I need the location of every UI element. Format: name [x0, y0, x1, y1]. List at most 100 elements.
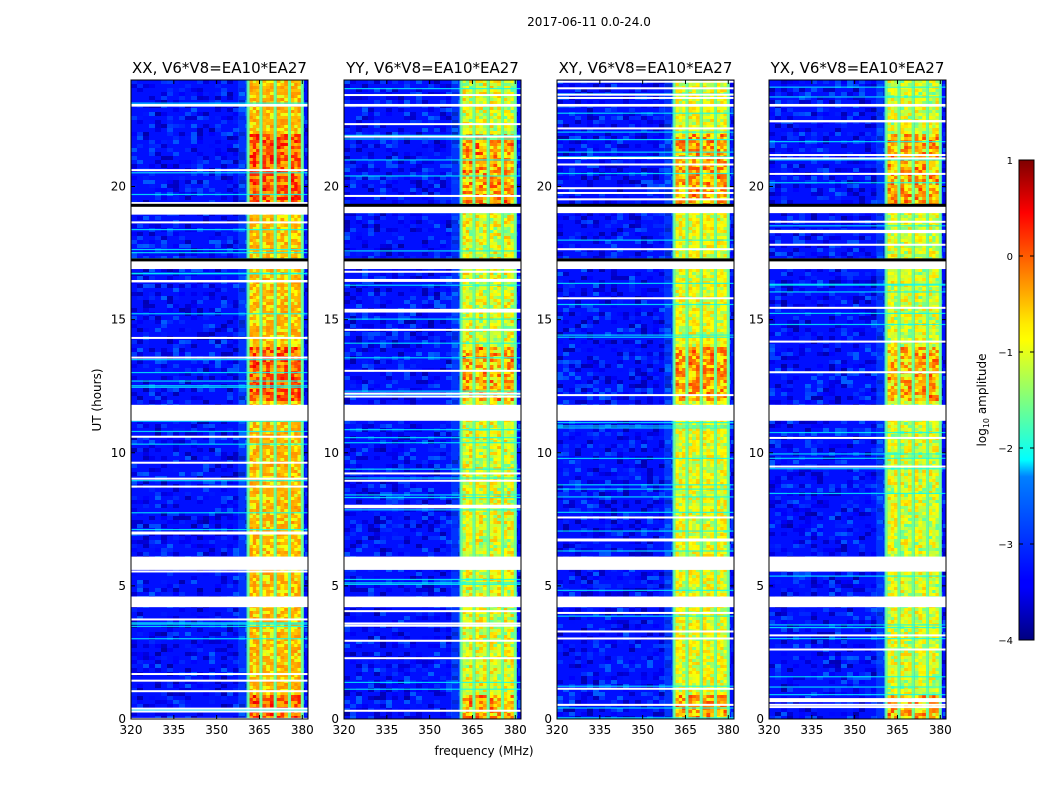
band-cell — [256, 455, 260, 459]
band-cell — [262, 326, 267, 330]
noise-cell — [179, 716, 185, 719]
noise-cell — [179, 580, 185, 584]
band-cell — [297, 284, 302, 288]
noise-cell — [185, 536, 191, 540]
band-separator — [287, 179, 291, 182]
noise-cell — [173, 468, 179, 472]
band-cell — [249, 326, 254, 330]
band-cell — [249, 305, 254, 309]
band-cell — [266, 299, 271, 303]
band-separator — [246, 440, 250, 443]
band-separator — [273, 488, 277, 491]
noise-cell — [185, 116, 191, 120]
band-separator — [287, 458, 291, 461]
band-separator — [273, 236, 277, 239]
band-cell — [269, 464, 274, 468]
band-cell — [256, 107, 260, 111]
band-separator — [300, 113, 304, 116]
noise-cell — [197, 616, 203, 620]
band-cell — [294, 377, 298, 381]
noise-cell — [185, 240, 191, 244]
band-cell — [256, 128, 260, 132]
band-cell — [256, 191, 260, 195]
band-cell — [280, 197, 285, 201]
noise-cell — [215, 448, 221, 452]
band-cell — [294, 473, 298, 477]
noise-cell — [149, 440, 155, 444]
noise-cell — [137, 136, 143, 140]
band-separator — [273, 455, 277, 458]
noise-cell — [221, 696, 227, 700]
band-cell — [280, 185, 285, 189]
noise-cell — [203, 420, 209, 424]
noise-cell — [179, 348, 185, 352]
band-separator — [287, 236, 291, 239]
band-cell — [280, 290, 285, 294]
band-separator — [273, 500, 277, 503]
band-cell — [249, 395, 254, 399]
band-cell — [256, 86, 260, 90]
band-cell — [249, 467, 254, 471]
band-separator — [259, 107, 263, 110]
noise-cell — [233, 332, 239, 336]
band-cell — [249, 362, 254, 366]
noise-cell — [221, 324, 227, 328]
band-cell — [290, 197, 295, 201]
band-cell — [252, 284, 257, 288]
band-separator — [246, 197, 250, 200]
band-separator — [300, 83, 304, 86]
band-separator — [259, 470, 263, 473]
noise-cell — [215, 84, 221, 88]
noise-cell — [233, 504, 239, 508]
band-cell — [280, 452, 285, 456]
band-separator — [246, 446, 250, 449]
band-cell — [297, 134, 302, 138]
noise-cell — [173, 348, 179, 352]
band-cell — [269, 350, 274, 354]
band-cell — [269, 200, 274, 204]
band-cell — [249, 242, 254, 246]
band-cell — [252, 353, 257, 357]
band-separator — [246, 518, 250, 521]
noise-cell — [155, 188, 161, 192]
band-cell — [290, 164, 295, 168]
band-cell — [262, 338, 267, 342]
band-cell — [276, 542, 281, 546]
noise-cell — [203, 568, 209, 572]
band-cell — [297, 497, 302, 501]
band-cell — [249, 293, 254, 297]
band-separator — [246, 107, 250, 110]
band-cell — [290, 401, 295, 405]
noise-cell — [143, 656, 149, 660]
band-cell — [294, 467, 298, 471]
noise-cell — [191, 180, 197, 184]
band-cell — [269, 308, 274, 312]
band-cell — [266, 500, 271, 504]
band-cell — [252, 197, 257, 201]
band-cell — [294, 533, 298, 537]
band-cell — [280, 170, 285, 174]
band-cell — [280, 425, 285, 429]
band-cell — [294, 122, 298, 126]
band-cell — [252, 116, 257, 120]
band-cell — [252, 500, 257, 504]
band-separator — [300, 428, 304, 431]
band-cell — [284, 119, 289, 123]
band-cell — [266, 512, 271, 516]
band-separator — [273, 239, 277, 242]
noise-cell — [155, 428, 161, 432]
band-cell — [249, 233, 254, 237]
band-cell — [249, 434, 254, 438]
band-cell — [294, 368, 298, 372]
band-cell — [256, 548, 260, 552]
noise-cell — [215, 648, 221, 652]
band-separator — [273, 518, 277, 521]
band-cell — [262, 353, 267, 357]
band-cell — [294, 314, 298, 318]
band-cell — [276, 365, 281, 369]
band-separator — [287, 341, 291, 344]
noise-cell — [143, 480, 149, 484]
noise-cell — [131, 352, 137, 356]
noise-cell — [209, 252, 215, 256]
